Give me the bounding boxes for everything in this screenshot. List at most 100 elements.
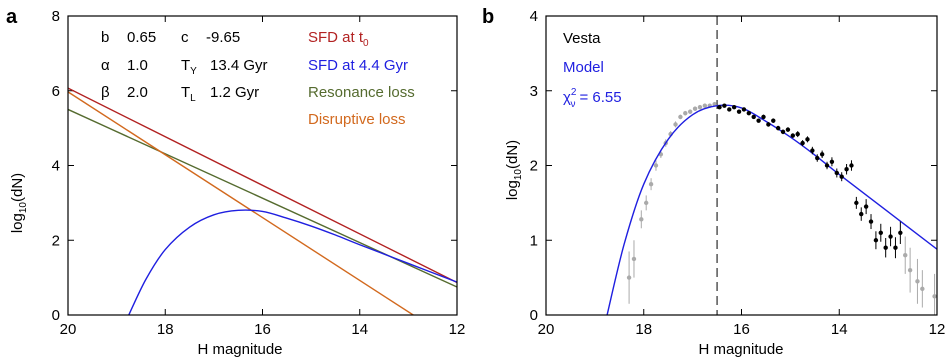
model-curve [606,104,937,315]
param-tl-symbol: TL [181,84,196,104]
data-point-black [839,174,844,179]
data-point-black [834,170,840,176]
data-point-black [771,118,776,123]
data-point-gray [639,217,644,222]
data-point-gray [915,279,920,284]
data-point-black [810,148,815,153]
data-point-gray [653,163,659,168]
data-point-black [824,163,830,168]
data-point-black [829,159,835,164]
data-point-black [800,140,805,146]
x-axis-label: H magnitude [197,341,282,358]
data-point-black [780,129,786,135]
y-tick-label: 0 [52,307,60,324]
series-sfd-at-t0 [68,87,457,284]
y-tick-label: 2 [52,232,60,249]
data-point-gray [683,110,688,116]
y-tick-label: 1 [530,232,538,249]
panel-label: b [482,6,494,28]
data-point-black [849,163,854,168]
plot-frame [67,15,458,316]
data-point-gray [673,122,678,127]
param-beta-value: 2.0 [127,84,148,101]
plot-frame [545,15,938,316]
legend: SFD at t0 SFD at 4.4 Gyr Resonance loss … [308,29,415,128]
data-point-black [746,110,752,116]
data-point-black [878,230,883,235]
x-tick-label: 12 [449,321,466,338]
data-point-black [819,152,825,157]
data-point-black [854,200,859,206]
x-tick-label: 18 [635,321,652,338]
data-point-gray [687,109,693,114]
data-point-black [736,109,742,114]
data-point-black [727,107,732,112]
panel-label: a [6,6,18,28]
data-point-black [805,137,810,142]
data-point-black [790,133,796,138]
x-tick-label: 20 [60,321,77,338]
data-point-gray [648,181,654,187]
param-b-symbol: b [101,29,109,46]
data-point-black [863,204,869,209]
y-tick-label: 2 [530,158,538,175]
y-tick-label: 0 [530,307,538,324]
param-tl-value: 1.2 Gyr [210,84,259,101]
data-point-black [775,125,781,131]
data-point-gray [697,104,703,110]
param-alpha-value: 1.0 [127,57,148,74]
chi-squared-label: χ2 ν = 6.55 [563,87,622,110]
y-tick-label: 8 [52,8,60,25]
legend-sfd-44: SFD at 4.4 Gyr [308,57,408,74]
data-point-gray [932,294,937,299]
data-point-black [859,211,864,217]
data-point-gray [920,286,925,292]
data-point-gray [702,103,708,108]
series-sfd-at-4-4-gyr [128,209,457,315]
data-point-gray [907,267,913,273]
x-axis-label: H magnitude [698,341,783,358]
y-tick-label: 4 [52,158,60,175]
series-group [606,16,937,315]
panel-b: b log10(dN) H magnitude 20 18 16 14 1201234 … [482,6,945,358]
x-tick-label: 14 [351,321,368,338]
legend-resonance-loss: Resonance loss [308,84,415,101]
x-tick-label: 20 [538,321,555,338]
data-point-gray [631,256,637,262]
param-ty-symbol: TY [181,57,197,77]
y-tick-label: 3 [530,83,538,100]
x-tick-label: 14 [831,321,848,338]
data-point-black [741,107,747,112]
model-label: Model [563,59,604,76]
panel-a: a log10(dN) H magnitude 20 18 16 14 1202468 … [6,6,465,358]
data-point-black [868,219,874,224]
data-point-gray [678,114,683,120]
data-point-gray [626,275,632,280]
x-tick-label: 16 [733,321,750,338]
axis-ticks: 20 18 16 14 12 0 2 4 6 8 [52,8,466,338]
data-point-black [785,127,791,132]
param-c-symbol: c [181,29,189,46]
data-point-black [898,230,903,235]
data-point-black [717,104,722,110]
param-ty-value: 13.4 Gyr [210,57,268,74]
data-point-black [766,122,771,127]
series-group [68,87,457,315]
data-point-gray [692,106,698,111]
data-point-black [888,234,893,239]
data-point-black [883,245,888,250]
data-point-black [815,155,820,161]
parameter-block: b 0.65 c -9.65 α 1.0 TY 13.4 Gyr β 2.0 T… [101,29,268,104]
data-point-black [751,114,756,120]
data-point-black [756,118,761,123]
data-point-black [761,114,766,120]
data-point-black [731,104,737,110]
param-b-value: 0.65 [127,29,156,46]
y-axis-label: log10(dN) [504,140,524,200]
y-axis-label: log10(dN) [9,173,29,233]
x-tick-label: 16 [254,321,271,338]
legend-disruptive-loss: Disruptive loss [308,111,406,128]
legend-sfd-t0: SFD at t0 [308,29,369,49]
